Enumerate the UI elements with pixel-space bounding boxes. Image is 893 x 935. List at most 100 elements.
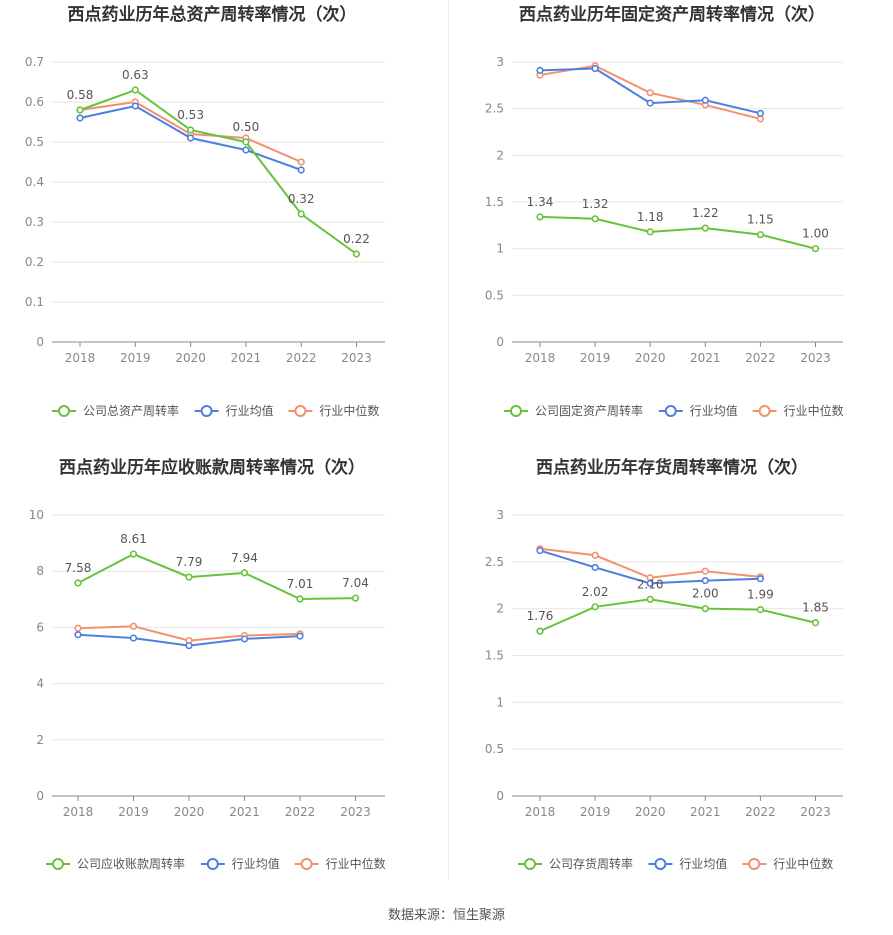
chart-panel-4: 西点药业历年存货周转率情况（次） 0 0.5 1 1.5 2 2.5 3 2018 2019 202… xyxy=(485,457,843,871)
data-label: 2.10 xyxy=(637,577,664,591)
x-tick-label: 2019 xyxy=(118,805,149,819)
data-label: 0.22 xyxy=(343,232,370,246)
data-point-company xyxy=(701,224,709,232)
legend-item-median: 行业中位数 xyxy=(742,856,833,871)
data-point-avg xyxy=(646,579,654,587)
data-label: 0.32 xyxy=(288,192,315,206)
data-point-avg xyxy=(187,134,195,142)
panel-divider xyxy=(448,0,449,880)
y-tick-label: 2.5 xyxy=(485,555,504,569)
y-tick-label: 2 xyxy=(36,733,44,747)
legend-swatch-marker xyxy=(748,858,761,870)
legend-item-avg: 行业均值 xyxy=(648,856,727,871)
data-label: 1.15 xyxy=(747,213,774,227)
data-point-avg xyxy=(701,96,709,104)
legend-label: 公司总资产周转率 xyxy=(83,403,179,418)
y-tick-label: 0.4 xyxy=(25,175,44,189)
y-tick-label: 0 xyxy=(36,789,44,803)
y-tick-label: 0.3 xyxy=(25,215,44,229)
data-point-company xyxy=(351,594,360,602)
legend-item-median: 行业中位数 xyxy=(288,403,379,418)
y-tick-label: 0.5 xyxy=(485,288,504,302)
legend-swatch-marker xyxy=(510,405,522,417)
data-point-median xyxy=(591,551,599,559)
data-point-avg xyxy=(240,635,249,643)
x-tick-label: 2022 xyxy=(745,351,776,365)
data-label: 1.99 xyxy=(747,588,774,602)
legend-item-avg: 行业均值 xyxy=(658,403,738,418)
x-tick-label: 2022 xyxy=(285,805,316,819)
data-point-company xyxy=(701,605,709,613)
legend-label: 公司固定资产周转率 xyxy=(535,403,643,418)
data-label: 0.58 xyxy=(67,88,94,102)
y-tick-label: 2 xyxy=(496,602,504,616)
data-label: 2.00 xyxy=(692,587,719,601)
legend-swatch-marker xyxy=(58,405,70,417)
y-tick-label: 1 xyxy=(496,242,504,256)
data-point-company xyxy=(129,550,138,558)
data-point-median xyxy=(297,158,305,166)
y-tick-label: 8 xyxy=(36,564,44,578)
data-point-company xyxy=(187,126,195,134)
y-tick-label: 0 xyxy=(496,789,504,803)
x-tick-label: 2023 xyxy=(340,805,371,819)
x-tick-label: 2020 xyxy=(174,805,205,819)
data-point-median xyxy=(129,622,138,630)
data-point-avg xyxy=(76,114,84,122)
legend-label: 行业中位数 xyxy=(784,403,844,418)
legend-item-company: 公司应收账款周转率 xyxy=(46,856,185,871)
data-label: 1.00 xyxy=(802,227,829,241)
chart-title: 西点药业历年总资产周转率情况（次） xyxy=(68,4,357,25)
x-tick-label: 2019 xyxy=(120,351,151,365)
data-point-company xyxy=(74,579,82,587)
legend-swatch-marker xyxy=(52,858,64,870)
data-point-avg xyxy=(646,99,654,107)
series-line-company xyxy=(77,552,356,601)
data-point-avg xyxy=(536,66,544,74)
series-line-company xyxy=(539,215,816,250)
legend-swatch-marker xyxy=(294,405,307,417)
legend-label: 行业中位数 xyxy=(773,856,833,871)
data-point-company xyxy=(131,86,139,94)
data-point-company xyxy=(240,569,249,577)
y-tick-label: 0.6 xyxy=(25,95,44,109)
data-point-avg xyxy=(297,166,305,174)
data-point-company xyxy=(352,250,361,258)
data-point-avg xyxy=(131,102,139,110)
data-point-median xyxy=(756,115,765,123)
legend-label: 行业均值 xyxy=(679,856,727,871)
x-tick-label: 2022 xyxy=(745,805,776,819)
legend-item-company: 公司存货周转率 xyxy=(518,856,633,871)
data-point-company xyxy=(811,245,820,253)
data-point-median xyxy=(646,89,654,97)
x-tick-label: 2020 xyxy=(635,351,666,365)
data-point-company xyxy=(646,228,654,236)
x-tick-label: 2021 xyxy=(690,351,721,365)
data-label: 1.34 xyxy=(527,195,554,209)
x-tick-label: 2020 xyxy=(635,805,666,819)
series-line-company xyxy=(79,88,358,255)
data-point-avg xyxy=(242,146,250,154)
y-tick-label: 6 xyxy=(36,620,44,634)
data-label: 7.01 xyxy=(287,577,314,591)
data-source-note: 数据来源：恒生聚源 xyxy=(387,908,505,923)
data-point-avg xyxy=(701,576,709,585)
data-point-company xyxy=(536,627,544,635)
legend-swatch-marker xyxy=(300,858,313,870)
chart-panel-3: 西点药业历年应收账款周转率情况（次） 0 2 4 6 8 10 2018 2019 2020 202… xyxy=(29,457,386,871)
data-label: 0.63 xyxy=(122,68,149,82)
legend-label: 行业中位数 xyxy=(319,403,379,418)
y-tick-label: 0.5 xyxy=(485,742,504,756)
data-point-avg xyxy=(756,109,765,117)
data-point-company xyxy=(591,603,599,611)
data-label: 1.18 xyxy=(637,210,664,224)
x-tick-label: 2021 xyxy=(690,805,721,819)
legend-item-company: 公司固定资产周转率 xyxy=(504,403,643,418)
chart-title: 西点药业历年固定资产周转率情况（次） xyxy=(519,4,825,25)
data-label: 1.85 xyxy=(802,601,829,615)
data-label: 1.32 xyxy=(582,197,609,211)
data-point-company xyxy=(76,106,84,114)
y-tick-label: 2 xyxy=(496,148,504,162)
x-tick-label: 2018 xyxy=(525,351,556,365)
